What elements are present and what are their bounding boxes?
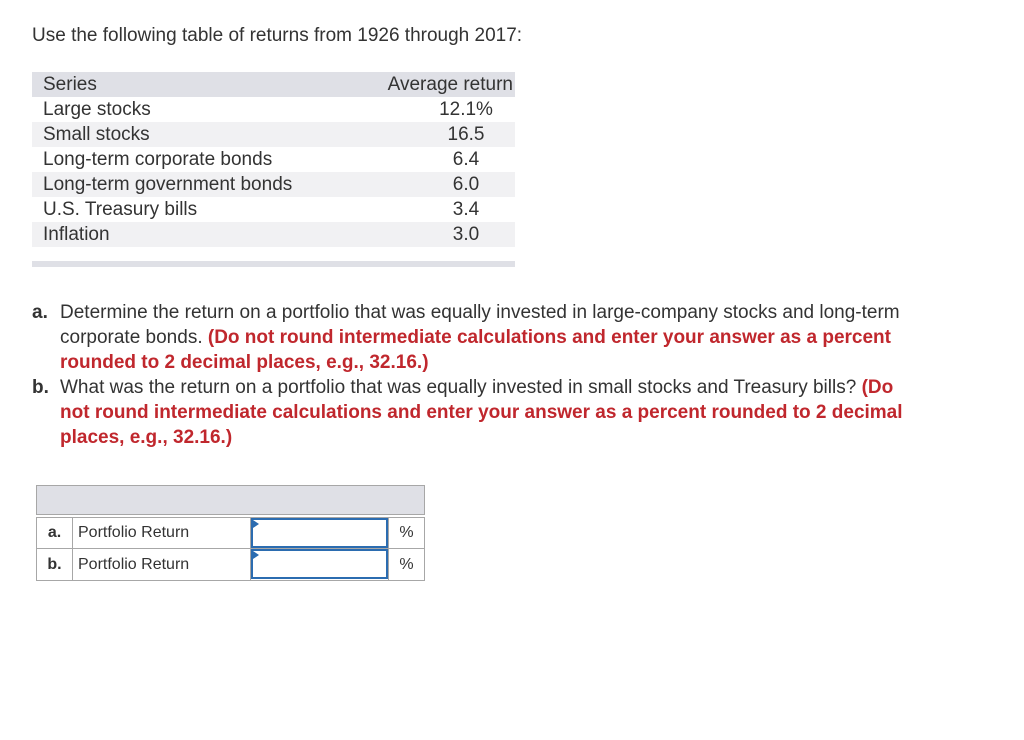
question-a: a. Determine the return on a portfolio t… [32, 300, 912, 375]
average-return-value: 6.0 [343, 172, 515, 197]
answer-input-cell [251, 518, 388, 548]
table-bottom-divider [32, 261, 515, 267]
answer-label: Portfolio Return [73, 549, 251, 580]
returns-table-header: Series Average return [32, 72, 515, 97]
series-name: Inflation [32, 222, 343, 247]
average-return-value: 3.4 [343, 197, 515, 222]
series-name: U.S. Treasury bills [32, 197, 343, 222]
question-letter: b. [32, 377, 49, 398]
input-marker-icon [253, 551, 259, 559]
question-text: What was the return on a portfolio that … [60, 377, 857, 398]
percent-unit: % [388, 518, 424, 548]
table-row: Long-term corporate bonds 6.4 [32, 147, 515, 172]
series-name: Long-term corporate bonds [32, 147, 343, 172]
intro-text: Use the following table of returns from … [32, 25, 523, 46]
average-return-value: 12.1% [343, 97, 515, 122]
portfolio-return-a-input[interactable] [251, 518, 388, 548]
series-name: Large stocks [32, 97, 343, 122]
input-marker-icon [253, 520, 259, 528]
answer-row-a: a. Portfolio Return % [36, 517, 425, 549]
question-instruction: (Do not round intermediate calculations … [60, 327, 891, 373]
questions: a. Determine the return on a portfolio t… [32, 300, 912, 450]
question-b: b. What was the return on a portfolio th… [32, 375, 912, 450]
table-row: Inflation 3.0 [32, 222, 515, 247]
average-return-header: Average return [343, 72, 515, 97]
answer-label: Portfolio Return [73, 518, 251, 548]
returns-table: Series Average return Large stocks 12.1%… [32, 72, 515, 267]
average-return-value: 3.0 [343, 222, 515, 247]
table-row: Long-term government bonds 6.0 [32, 172, 515, 197]
table-row: U.S. Treasury bills 3.4 [32, 197, 515, 222]
question-instruction: (Do not round intermediate calculations … [60, 377, 903, 448]
table-row: Large stocks 12.1% [32, 97, 515, 122]
question-text: Determine the return on a portfolio that… [60, 302, 900, 348]
average-return-value: 16.5 [343, 122, 515, 147]
table-row: Small stocks 16.5 [32, 122, 515, 147]
answer-input-cell [251, 549, 388, 580]
answer-letter: b. [37, 549, 73, 580]
answer-table: a. Portfolio Return % b. Portfolio Retur… [36, 485, 425, 581]
average-return-value: 6.4 [343, 147, 515, 172]
answer-table-header [36, 485, 425, 515]
portfolio-return-b-input[interactable] [251, 549, 388, 579]
series-name: Long-term government bonds [32, 172, 343, 197]
question-letter: a. [32, 302, 48, 323]
percent-unit: % [388, 549, 424, 580]
answer-letter: a. [37, 518, 73, 548]
series-header: Series [32, 72, 343, 97]
answer-row-b: b. Portfolio Return % [36, 549, 425, 581]
series-name: Small stocks [32, 122, 343, 147]
